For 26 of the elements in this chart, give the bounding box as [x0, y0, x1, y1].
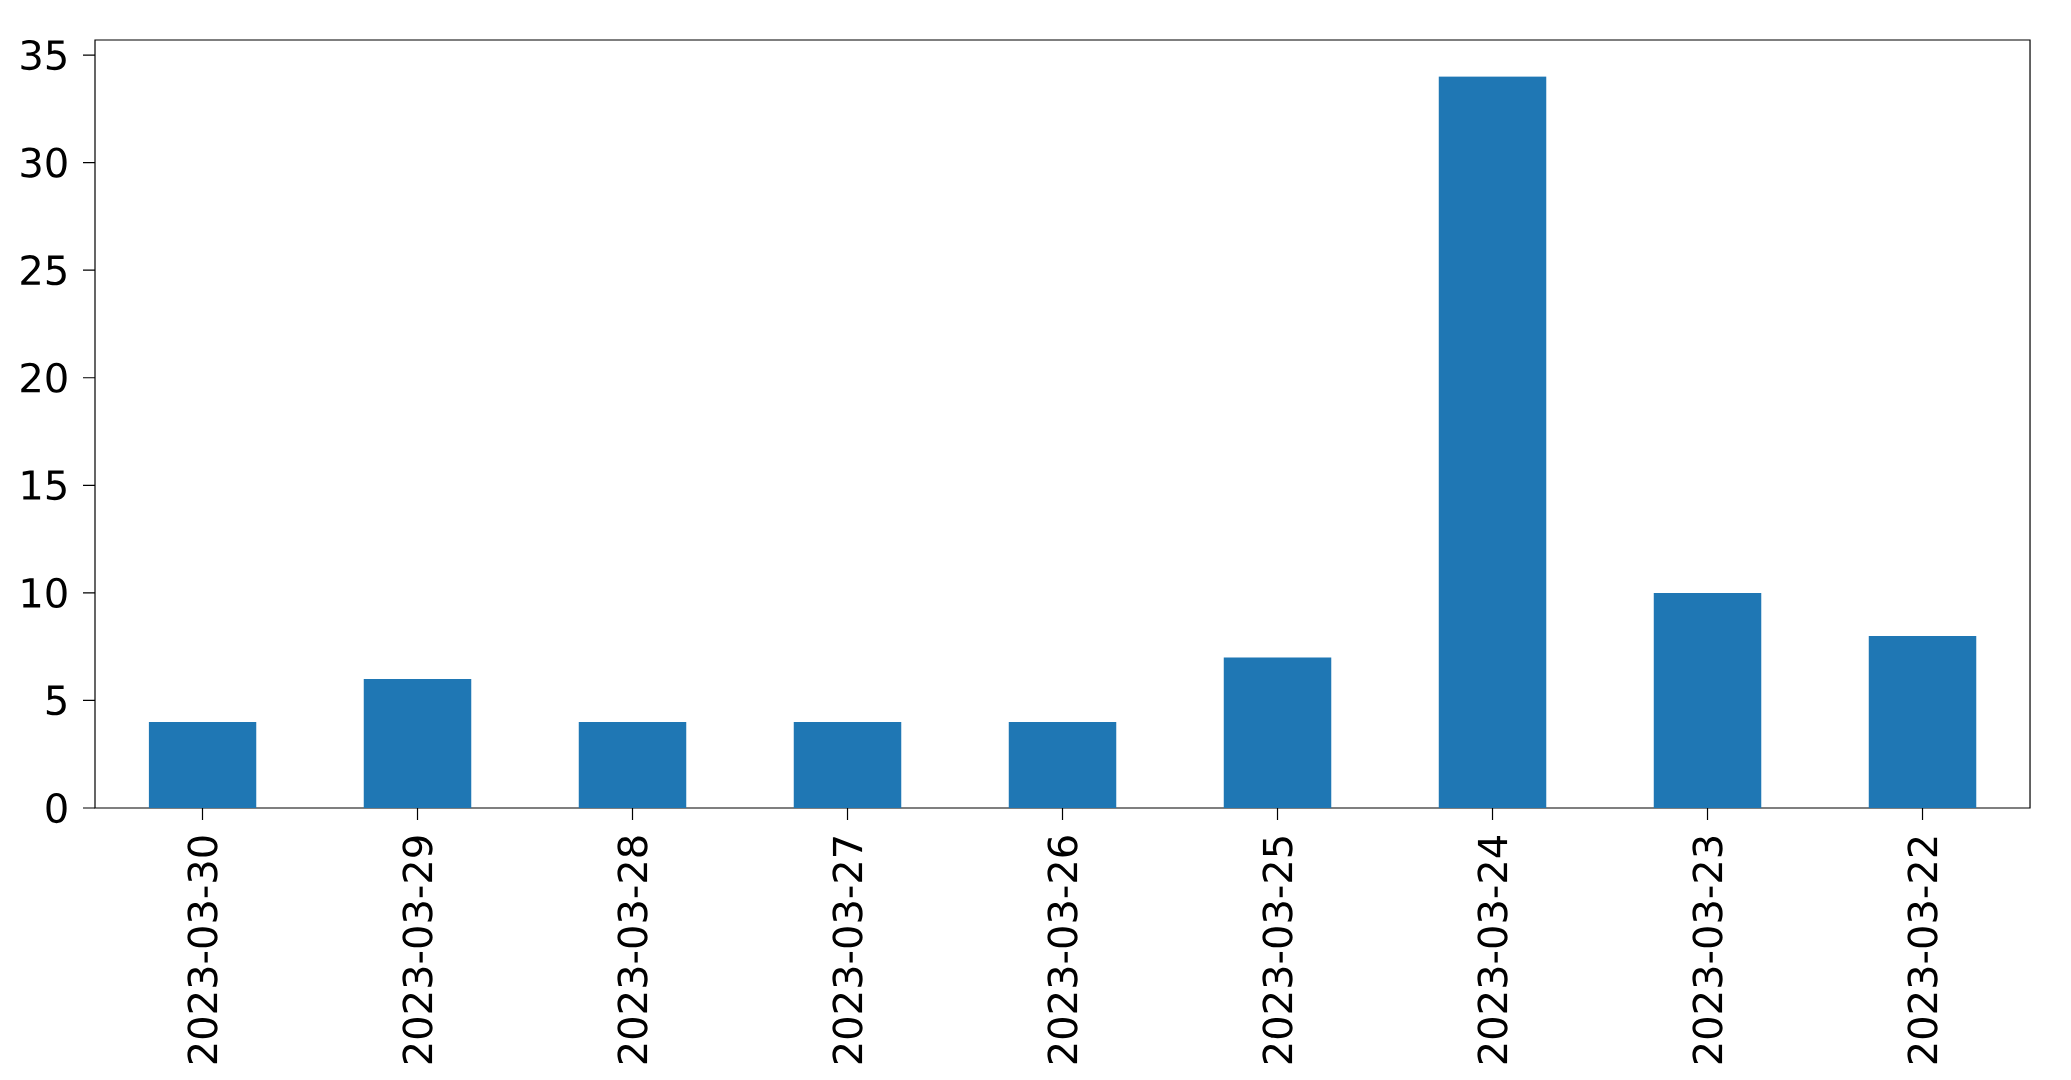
x-tick-label: 2023-03-23	[1692, 837, 1723, 1064]
bar	[1223, 657, 1332, 809]
bar	[1653, 593, 1762, 809]
bar	[793, 722, 902, 809]
y-tick-label: 20	[21, 362, 67, 394]
x-tick-label: 2023-03-24	[1477, 836, 1508, 1064]
y-tick-label: 35	[21, 40, 66, 71]
x-tick-label: 2023-03-28	[617, 836, 648, 1064]
y-tick-label: 15	[22, 470, 66, 501]
y-tick-label: 25	[21, 255, 66, 286]
x-tick-label: 2023-03-25	[1262, 837, 1293, 1064]
bar	[1868, 636, 1977, 809]
bar	[363, 679, 472, 809]
y-tick-label: 0	[46, 793, 67, 824]
y-tick-label: 30	[21, 147, 67, 178]
y-tick-label: 5	[46, 685, 66, 716]
bar	[1438, 76, 1547, 809]
x-tick-label: 2023-03-27	[832, 837, 863, 1064]
x-tick-label: 2023-03-22	[1907, 838, 1938, 1064]
bar	[148, 722, 257, 809]
bar	[1008, 722, 1117, 809]
x-tick-label: 2023-03-29	[402, 836, 433, 1064]
x-tick-label: 2023-03-30	[187, 836, 218, 1064]
bar	[578, 722, 687, 809]
x-tick-label: 2023-03-26	[1047, 836, 1078, 1064]
y-tick-label: 10	[22, 578, 67, 609]
